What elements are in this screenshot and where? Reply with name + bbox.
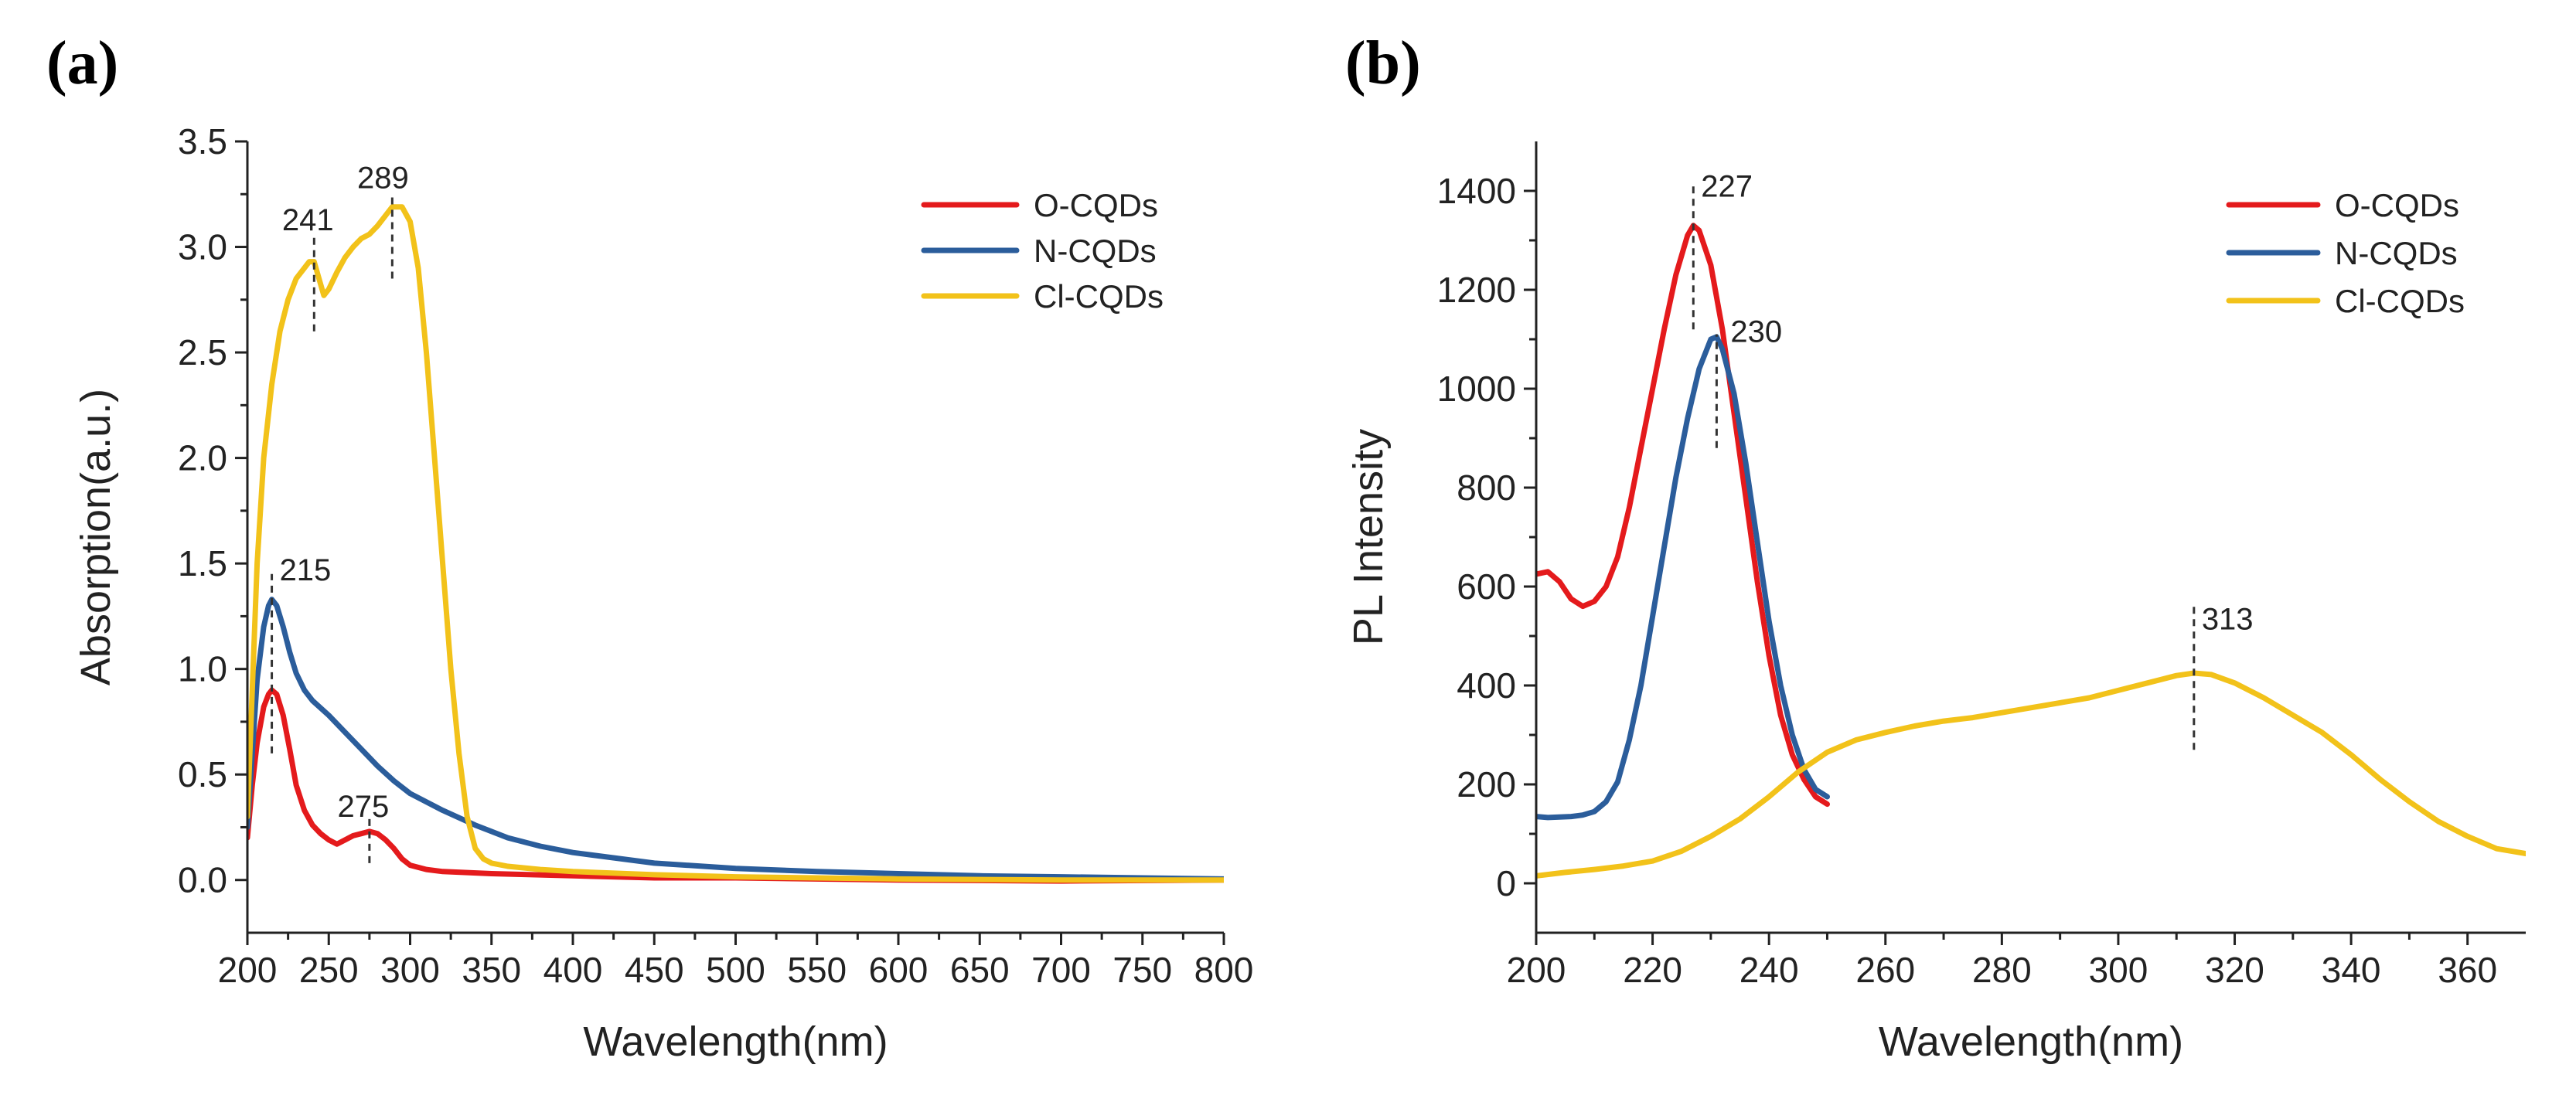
legend-label: O-CQDs xyxy=(2335,187,2459,223)
series-line-o-cqds xyxy=(1536,223,1830,808)
peak-label: 230 xyxy=(1730,315,1782,349)
peak-label: 227 xyxy=(1701,170,1753,204)
x-tick-label: 500 xyxy=(706,950,765,990)
x-tick-label: 350 xyxy=(462,950,521,990)
y-tick-label: 2.0 xyxy=(178,438,227,478)
y-tick-label: 3.0 xyxy=(178,227,227,267)
y-tick-label: 1000 xyxy=(1437,369,1516,409)
y-tick-label: 1200 xyxy=(1437,270,1516,310)
legend-label: O-CQDs xyxy=(1034,187,1158,223)
series-line-n-cqds xyxy=(1536,334,1830,821)
legend-label: N-CQDs xyxy=(2335,235,2458,271)
y-tick-label: 400 xyxy=(1457,665,1516,706)
y-tick-label: 600 xyxy=(1457,566,1516,607)
peak-label: 215 xyxy=(280,553,332,587)
y-tick-label: 800 xyxy=(1457,468,1516,508)
x-tick-label: 800 xyxy=(1194,950,1254,990)
y-tick-label: 0.0 xyxy=(178,860,227,900)
legend: O-CQDs N-CQDs Cl-CQDs xyxy=(2226,187,2465,319)
x-tick-label: 360 xyxy=(2438,950,2497,990)
y-tick-label: 1400 xyxy=(1437,171,1516,211)
y-axis-title: PL Intensity xyxy=(1345,429,1392,645)
legend-label: Cl-CQDs xyxy=(1034,278,1164,315)
x-tick-label: 550 xyxy=(787,950,847,990)
y-tick-label: 0.5 xyxy=(178,754,227,794)
series-line-cl-cqds xyxy=(1536,670,2526,879)
x-tick-label: 600 xyxy=(869,950,929,990)
series-line-o-cqds xyxy=(247,687,1224,884)
y-tick-label: 200 xyxy=(1457,764,1516,804)
legend-label: N-CQDs xyxy=(1034,233,1157,269)
x-tick-label: 250 xyxy=(299,950,359,990)
panel-label: (b) xyxy=(1345,29,1421,97)
x-tick-label: 300 xyxy=(2089,950,2148,990)
legend-label: Cl-CQDs xyxy=(2335,283,2465,319)
y-tick-label: 1.0 xyxy=(178,649,227,689)
y-tick-label: 2.5 xyxy=(178,332,227,372)
y-tick-label: 0 xyxy=(1496,863,1516,903)
legend: O-CQDs N-CQDs Cl-CQDs xyxy=(921,187,1164,315)
peak-label: 313 xyxy=(2202,603,2254,637)
panel-a: (a) 241 289 215 275 200 250 300 350 400 450 500 550 6… xyxy=(46,29,1253,1065)
series-line-cl-cqds xyxy=(247,204,1224,883)
x-tick-label: 650 xyxy=(950,950,1010,990)
y-axis-title: Absorption(a.u.) xyxy=(73,389,119,685)
peak-label: 289 xyxy=(357,161,409,195)
x-tick-label: 300 xyxy=(380,950,440,990)
x-tick-label: 200 xyxy=(218,950,278,990)
x-tick-label: 200 xyxy=(1507,950,1566,990)
x-tick-label: 320 xyxy=(2205,950,2264,990)
x-axis-title: Wavelength(nm) xyxy=(1879,1019,2183,1065)
x-tick-label: 340 xyxy=(2322,950,2381,990)
x-tick-label: 240 xyxy=(1739,950,1799,990)
x-tick-label: 450 xyxy=(625,950,684,990)
y-tick-label: 1.5 xyxy=(178,543,227,583)
x-tick-label: 280 xyxy=(1972,950,2032,990)
x-tick-label: 750 xyxy=(1113,950,1172,990)
x-axis-title: Wavelength(nm) xyxy=(583,1019,888,1065)
panel-b: (b) 227 230 313 200 220 240 260 280 300 320 340 360 0… xyxy=(1345,29,2526,1065)
peak-label: 241 xyxy=(282,203,334,237)
panel-label: (a) xyxy=(46,29,118,97)
x-tick-label: 220 xyxy=(1623,950,1682,990)
x-tick-label: 400 xyxy=(543,950,603,990)
x-tick-label: 260 xyxy=(1855,950,1915,990)
peak-label: 275 xyxy=(338,790,390,824)
y-tick-label: 3.5 xyxy=(178,121,227,162)
x-tick-label: 700 xyxy=(1031,950,1091,990)
